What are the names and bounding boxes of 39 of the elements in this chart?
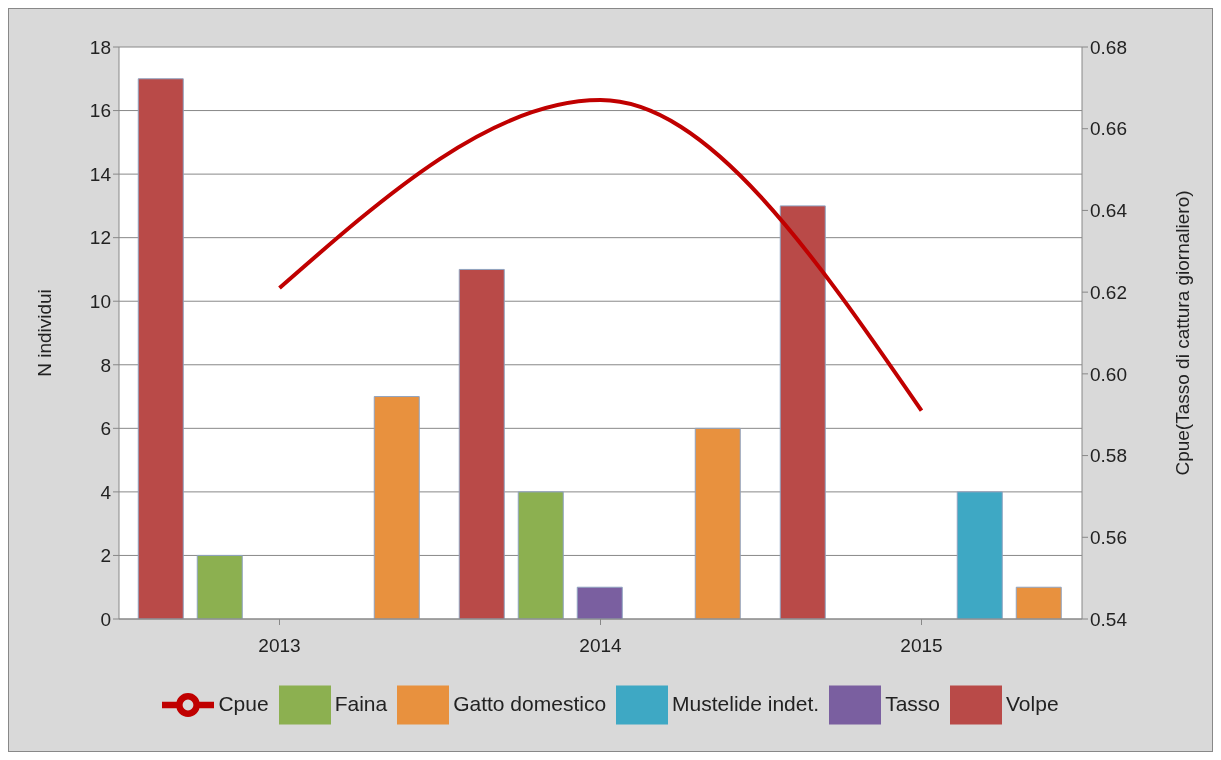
- y-tick-label: 0: [100, 608, 111, 630]
- y-tick-label: 10: [89, 290, 111, 312]
- y-tick-label: 18: [89, 36, 111, 58]
- x-tick-label: 2014: [579, 635, 623, 657]
- bar: [137, 78, 184, 619]
- y2-tick-label: 0.68: [1090, 36, 1127, 58]
- y-tick-label: 6: [100, 418, 111, 440]
- y2-tick-label: 0.66: [1090, 118, 1127, 140]
- y-tick-label: 4: [100, 481, 112, 503]
- y-tick-label: 8: [100, 354, 111, 376]
- legend-label: Mustelide indet.: [672, 691, 820, 715]
- bar: [576, 586, 623, 619]
- y-tick-label: 2: [100, 545, 111, 567]
- y2-axis-title: Cpue(Tasso di cattura giornaliero): [1171, 190, 1193, 476]
- legend-label: Gatto domestico: [453, 691, 607, 715]
- bar: [196, 554, 243, 619]
- y2-tick-label: 0.56: [1090, 527, 1127, 549]
- y-tick-label: 14: [89, 163, 112, 185]
- y2-tick-label: 0.60: [1090, 363, 1127, 385]
- y2-tick-label: 0.62: [1090, 281, 1127, 303]
- legend-label: Cpue: [218, 691, 269, 715]
- legend-label: Tasso: [885, 691, 941, 715]
- legend-label: Volpe: [1006, 691, 1059, 715]
- x-tick-label: 2015: [900, 635, 943, 657]
- y-axis-title: N individui: [33, 289, 55, 377]
- bar: [458, 268, 505, 619]
- bar: [373, 396, 420, 619]
- bar: [517, 491, 564, 619]
- y-tick-label: 12: [89, 227, 111, 249]
- legend-label: Faina: [334, 691, 388, 715]
- y-tick-label: 16: [89, 100, 111, 122]
- y2-tick-label: 0.54: [1090, 608, 1128, 630]
- bar: [1015, 586, 1062, 619]
- y2-tick-label: 0.58: [1090, 445, 1127, 467]
- x-tick-label: 2013: [258, 635, 301, 657]
- bar: [956, 491, 1003, 619]
- bar: [694, 427, 741, 619]
- bar: [779, 205, 826, 619]
- y2-tick-label: 0.64: [1090, 200, 1128, 222]
